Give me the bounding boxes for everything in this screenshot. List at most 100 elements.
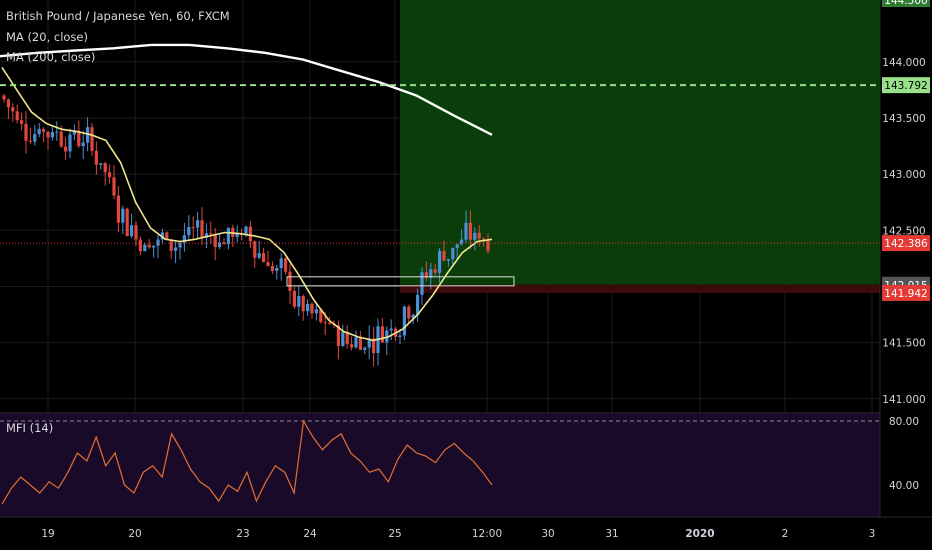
candle-body <box>468 222 472 240</box>
candle-body <box>358 337 362 350</box>
candle-body <box>416 294 420 315</box>
price-tick-label: 141.500 <box>882 338 925 350</box>
time-tick-label: 23 <box>236 528 249 540</box>
candle-body <box>187 227 191 236</box>
mfi-background <box>0 413 880 517</box>
candle-body <box>130 225 134 237</box>
price-tick-label: 143.000 <box>882 169 925 181</box>
candle-body <box>341 331 345 347</box>
candle-body <box>218 242 222 248</box>
candle-body <box>420 272 424 295</box>
candle-body <box>402 306 406 336</box>
candle-body <box>147 244 151 248</box>
candle-body <box>297 296 301 307</box>
candle-body <box>380 326 384 343</box>
time-tick-label: 31 <box>605 528 618 540</box>
price-axis[interactable]: 141.000 141.500 142.500 143.000 143.500 144.0… <box>879 0 932 517</box>
candle-body <box>226 227 230 245</box>
candle-body <box>182 235 186 243</box>
target-price-tag <box>882 77 930 94</box>
candle-body <box>345 331 349 345</box>
time-tick-label: 24 <box>303 528 317 540</box>
candle-body <box>407 306 411 319</box>
candle-body <box>138 239 142 252</box>
candle-body <box>94 150 98 165</box>
time-tick-label: 2020 <box>685 528 714 540</box>
candle-body <box>323 321 327 323</box>
candle-body <box>213 234 217 248</box>
mfi-tick-label: 40.00 <box>889 480 919 492</box>
candle-body <box>28 140 32 142</box>
candle-body <box>319 309 323 322</box>
stop-zone <box>400 284 880 293</box>
candle-body <box>284 258 288 272</box>
candle-body <box>270 265 274 271</box>
price-levels <box>0 84 880 287</box>
current-price-label: 142.386 <box>884 238 928 250</box>
candle-body <box>222 242 226 245</box>
time-tick-label: 20 <box>128 528 141 540</box>
time-tick-label: 3 <box>869 528 876 540</box>
chart-title: British Pound / Japanese Yen, 60, FXCM <box>6 9 230 23</box>
candle-body <box>482 238 486 241</box>
candle-body <box>253 241 257 258</box>
profit-zone <box>400 0 880 285</box>
candle-body <box>354 337 358 348</box>
ma200-line <box>0 43 493 136</box>
candle-body <box>442 250 446 261</box>
stop-price-label: 141.942 <box>884 288 927 300</box>
candle-body <box>33 134 37 142</box>
candle-body <box>275 268 279 271</box>
indicator-lines <box>0 43 493 342</box>
candle-body <box>314 309 318 314</box>
mfi-tick-label: 80.00 <box>889 416 919 428</box>
candle-body <box>90 127 94 151</box>
candle-body <box>156 239 160 246</box>
candle-body <box>81 142 85 147</box>
candle-body <box>446 258 450 261</box>
time-tick-label: 19 <box>41 528 54 540</box>
top-tag-label: 144.500 <box>884 0 927 7</box>
candle-body <box>42 129 46 132</box>
candle-body <box>266 262 270 266</box>
candle-body <box>398 335 402 337</box>
candle-body <box>464 222 468 240</box>
candle-body <box>46 131 50 138</box>
candle-body <box>363 347 367 350</box>
candle-body <box>152 245 156 248</box>
candle-body <box>200 220 204 238</box>
candle-body <box>262 253 266 263</box>
candle-body <box>20 120 24 124</box>
mfi-line <box>1 419 493 505</box>
candle-body <box>306 303 310 312</box>
candle-body <box>411 314 415 319</box>
candle-body <box>50 132 54 138</box>
candle-body <box>301 296 305 312</box>
candle-body <box>77 130 81 147</box>
legend-ma200: MA (200, close) <box>6 50 96 64</box>
candle-body <box>165 232 169 240</box>
candle-body <box>103 163 107 173</box>
time-tick-label: 12:00 <box>472 528 502 540</box>
target-price-label: 143.792 <box>884 80 927 92</box>
candle-body <box>248 226 252 242</box>
candle-body <box>389 328 393 331</box>
candle-body <box>310 303 314 314</box>
candle-body <box>204 233 208 238</box>
candle-body <box>72 130 76 135</box>
candle-body <box>11 107 15 112</box>
entry-box <box>286 276 515 287</box>
candle-body <box>336 325 340 347</box>
candle-body <box>292 290 296 307</box>
legend-ma20: MA (20, close) <box>6 30 88 44</box>
candle-body <box>385 330 389 343</box>
candle-body <box>99 163 103 165</box>
time-axis[interactable]: 19 20 23 24 25 12:00 30 31 2020 2 3 <box>0 516 932 540</box>
price-tick-label: 142.500 <box>882 225 925 237</box>
candle-body <box>473 232 477 240</box>
candle-body <box>235 233 239 237</box>
candle-body <box>438 250 442 273</box>
candle-body <box>367 338 371 348</box>
price-tick-label: 143.500 <box>882 113 925 125</box>
